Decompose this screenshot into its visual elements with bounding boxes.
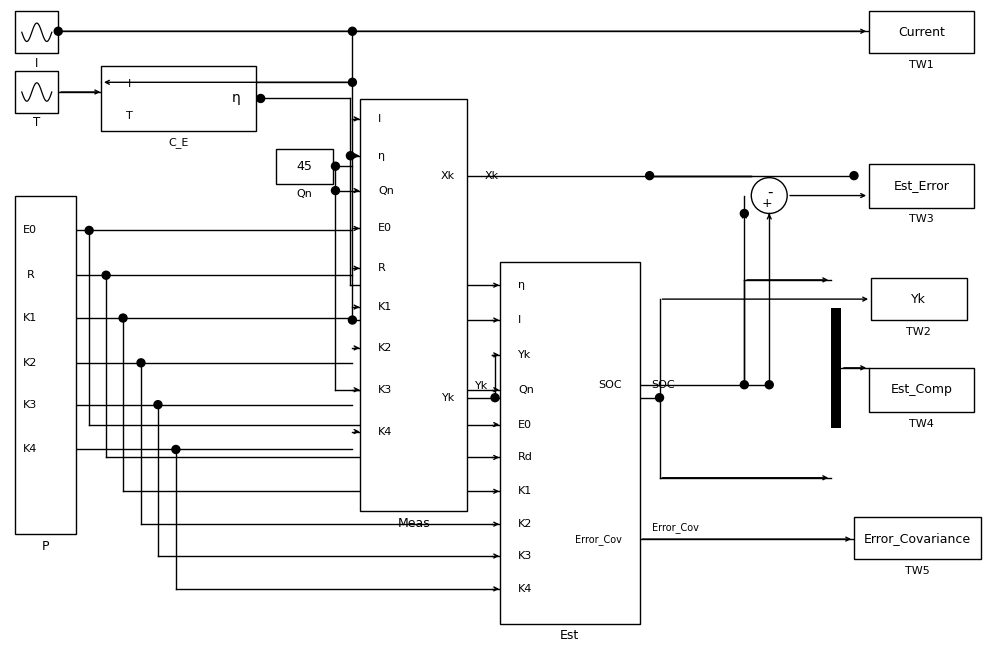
Text: K4: K4: [518, 584, 532, 594]
Circle shape: [348, 78, 356, 86]
Text: Xk: Xk: [485, 170, 499, 181]
Text: K4: K4: [23, 445, 37, 454]
Text: K1: K1: [518, 486, 532, 496]
Text: E0: E0: [23, 225, 37, 236]
Text: η: η: [231, 91, 240, 106]
Text: Yk: Yk: [442, 392, 455, 403]
Text: TW5: TW5: [905, 566, 930, 576]
Circle shape: [346, 151, 354, 160]
Text: Yk: Yk: [475, 381, 488, 390]
Text: Current: Current: [898, 25, 945, 39]
Text: TW2: TW2: [906, 327, 931, 337]
Text: R: R: [26, 270, 34, 280]
Text: Est: Est: [560, 629, 579, 642]
Circle shape: [102, 271, 110, 279]
Circle shape: [765, 381, 773, 389]
Circle shape: [119, 314, 127, 322]
Text: Yk: Yk: [911, 293, 926, 306]
Text: I: I: [518, 315, 521, 325]
Text: T: T: [126, 111, 132, 121]
Text: Error_Cov: Error_Cov: [575, 534, 622, 545]
Text: E0: E0: [518, 420, 532, 430]
Text: SOC: SOC: [598, 380, 622, 390]
Text: C_E: C_E: [168, 137, 189, 148]
Circle shape: [656, 394, 664, 402]
Bar: [869, 11, 974, 53]
Text: Error_Cov: Error_Cov: [652, 522, 698, 533]
Text: I: I: [35, 57, 38, 70]
Circle shape: [491, 394, 499, 402]
Text: 45: 45: [297, 160, 312, 172]
Circle shape: [137, 359, 145, 367]
Text: Qn: Qn: [518, 385, 534, 394]
Text: K4: K4: [378, 426, 393, 437]
Circle shape: [646, 172, 654, 180]
Text: P: P: [42, 539, 50, 552]
Text: Qn: Qn: [297, 189, 312, 199]
Text: Meas: Meas: [397, 517, 430, 530]
Circle shape: [331, 162, 339, 170]
Bar: [15, 71, 58, 113]
Text: Est_Error: Est_Error: [893, 179, 949, 192]
Circle shape: [740, 381, 748, 389]
Circle shape: [172, 445, 180, 453]
Bar: [854, 517, 981, 559]
Text: K3: K3: [518, 551, 532, 561]
Bar: [831, 308, 841, 428]
Text: -: -: [767, 185, 773, 200]
Circle shape: [85, 227, 93, 234]
Text: K3: K3: [378, 385, 393, 394]
Bar: [15, 11, 58, 53]
Text: SOC: SOC: [652, 380, 675, 390]
Circle shape: [54, 27, 62, 35]
Text: K3: K3: [23, 400, 37, 409]
Bar: [869, 368, 974, 411]
Bar: [15, 195, 76, 534]
Text: K1: K1: [23, 313, 37, 323]
Text: +: +: [762, 197, 773, 210]
Text: Rd: Rd: [518, 453, 533, 462]
Bar: [871, 278, 967, 320]
Bar: [500, 263, 640, 624]
Text: TW1: TW1: [909, 60, 934, 70]
Text: Yk: Yk: [518, 350, 531, 360]
Bar: [101, 66, 256, 131]
Text: η: η: [518, 280, 525, 290]
Text: K2: K2: [23, 358, 37, 368]
Circle shape: [257, 95, 265, 103]
Text: Xk: Xk: [441, 170, 455, 181]
Bar: [360, 99, 467, 511]
Text: K2: K2: [518, 519, 532, 529]
Text: Qn: Qn: [378, 185, 394, 196]
Circle shape: [740, 210, 748, 217]
Bar: [869, 164, 974, 208]
Circle shape: [331, 187, 339, 195]
Text: T: T: [33, 116, 40, 129]
Text: Error_Covariance: Error_Covariance: [864, 532, 971, 545]
Text: TW4: TW4: [909, 419, 934, 428]
Text: Est_Comp: Est_Comp: [890, 383, 952, 396]
Text: R: R: [378, 263, 386, 273]
Text: I: I: [127, 79, 131, 89]
Text: K1: K1: [378, 302, 393, 312]
Text: K2: K2: [378, 343, 393, 353]
Circle shape: [154, 401, 162, 409]
Circle shape: [348, 316, 356, 324]
Text: E0: E0: [378, 223, 392, 233]
Text: TW3: TW3: [909, 214, 934, 225]
Bar: [276, 149, 333, 183]
Text: η: η: [378, 151, 385, 161]
Text: I: I: [378, 114, 382, 124]
Circle shape: [348, 27, 356, 35]
Circle shape: [850, 172, 858, 180]
